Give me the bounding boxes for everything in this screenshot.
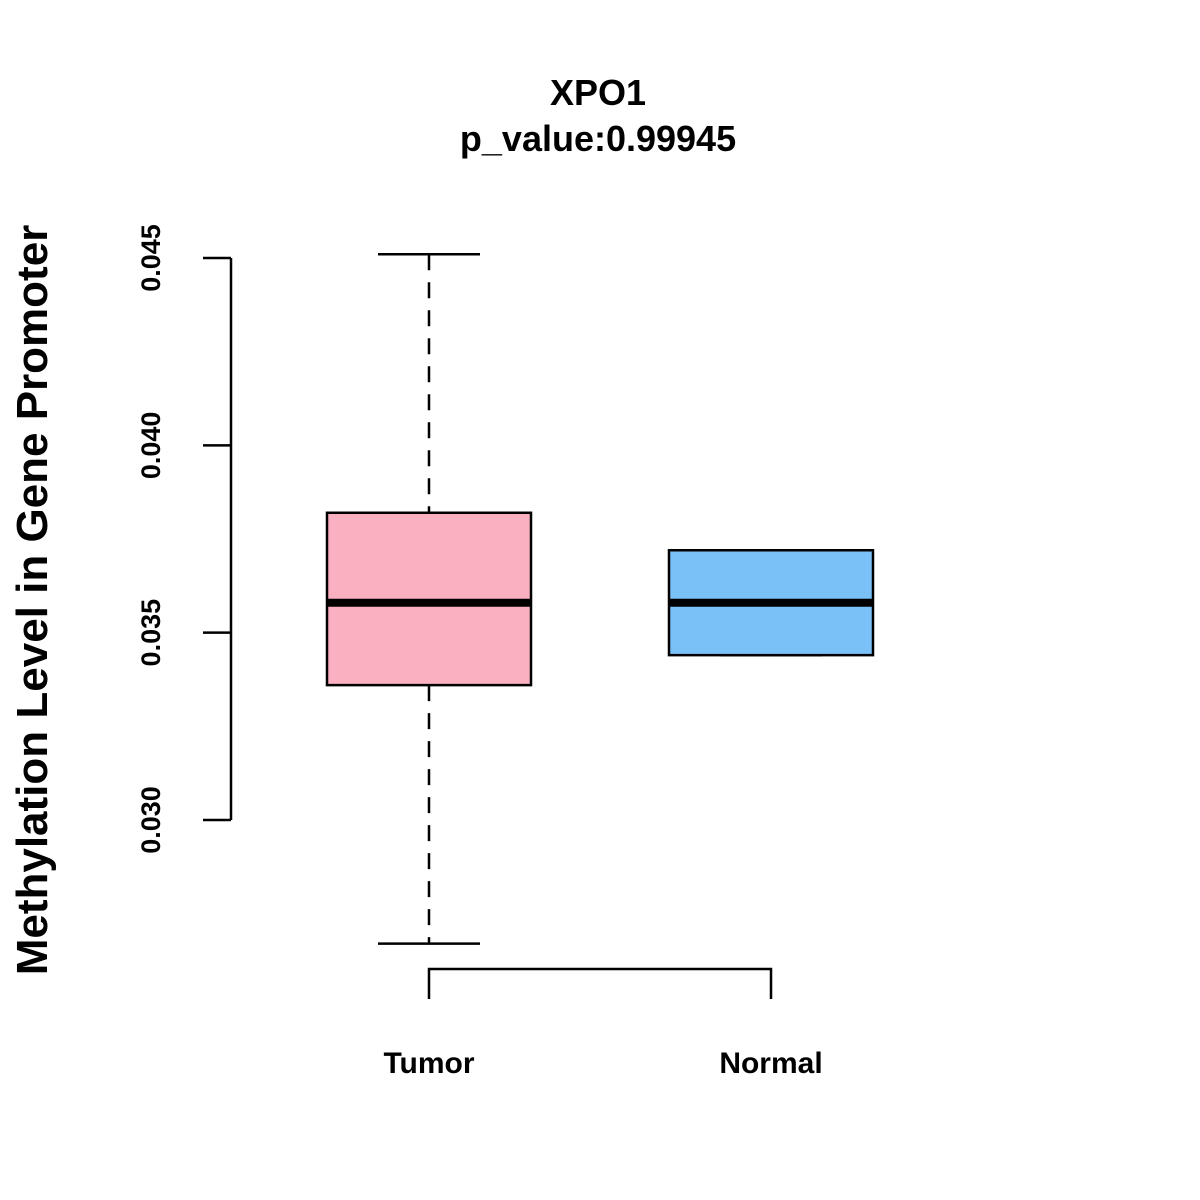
y-tick-label: 0.035 [136, 599, 166, 667]
box-group [325, 253, 875, 945]
y-tick-label: 0.030 [136, 786, 166, 854]
x-category-label: Tumor [383, 1047, 474, 1080]
y-tick-label: 0.040 [136, 412, 166, 480]
y-axis: 0.030 0.035 0.040 0.045 [136, 224, 233, 854]
chart-title: XPO1 [550, 72, 646, 113]
comparison-bracket [427, 967, 773, 999]
box-normal [667, 548, 875, 657]
x-category-label: Normal [719, 1047, 822, 1080]
y-axis-label: Methylation Level in Gene Promoter [8, 225, 57, 976]
box-tumor [325, 253, 533, 945]
bracket-line [427, 967, 773, 999]
chart-subtitle: p_value:0.99945 [460, 118, 736, 159]
x-axis-labels: Tumor Normal [383, 1047, 822, 1080]
y-tick-label: 0.045 [136, 224, 166, 292]
